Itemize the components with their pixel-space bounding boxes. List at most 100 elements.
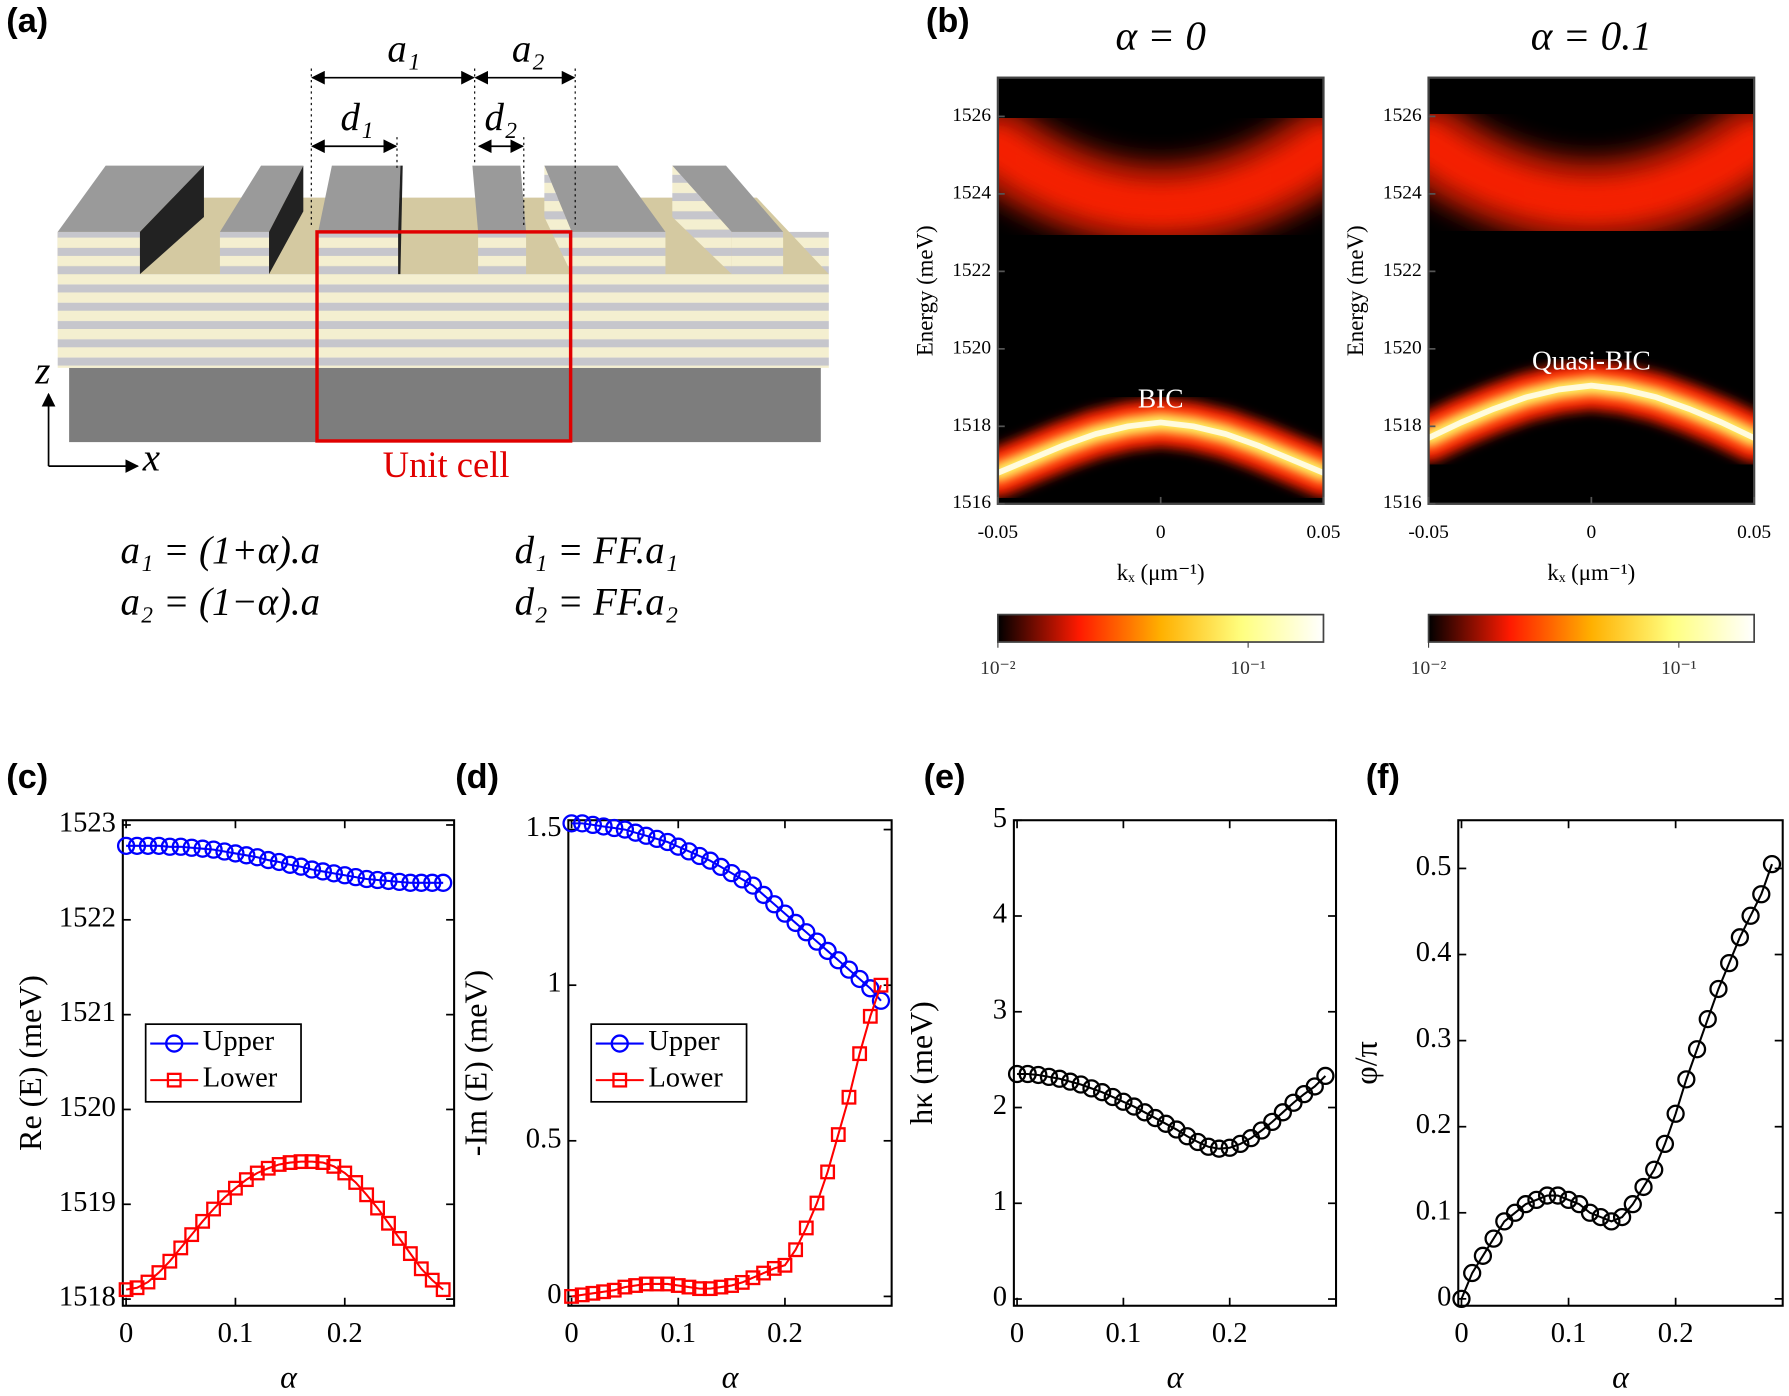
panel-label: (e) — [924, 758, 966, 796]
marker — [788, 1242, 804, 1258]
marker — [1741, 906, 1760, 925]
marker — [335, 866, 354, 885]
y-tick-label: 1526 — [952, 105, 991, 126]
marker — [1231, 1134, 1250, 1154]
marker — [862, 1008, 878, 1024]
marker — [1687, 1040, 1707, 1059]
band-core — [1428, 382, 1755, 441]
marker — [424, 1272, 440, 1288]
marker — [702, 1281, 718, 1297]
y-tick-label: 1516 — [1383, 492, 1422, 513]
y-tick-label: 2 — [993, 1090, 1007, 1121]
marker — [1273, 1103, 1293, 1122]
marker — [583, 815, 603, 835]
marker — [293, 1154, 309, 1170]
x-axis-label: α — [1612, 1359, 1630, 1394]
marker — [871, 991, 891, 1010]
legend-label: Lower — [648, 1063, 723, 1094]
y-tick-label: 0.4 — [1416, 937, 1452, 968]
band-core — [997, 419, 1324, 476]
y-tick-label: 0 — [1437, 1281, 1451, 1312]
marker — [660, 1276, 676, 1292]
marker — [1050, 1069, 1069, 1088]
marker — [797, 923, 816, 942]
x-tick-label: -0.05 — [978, 522, 1018, 543]
marker — [1473, 1246, 1493, 1265]
marker — [1516, 1195, 1535, 1214]
marker — [1199, 1137, 1218, 1156]
marker — [140, 1274, 156, 1290]
marker — [118, 1282, 134, 1298]
marker — [1135, 1103, 1154, 1122]
y-tick-label: 0.3 — [1416, 1023, 1452, 1054]
panel-label: (f) — [1366, 758, 1400, 796]
marker — [637, 826, 656, 845]
marker — [291, 857, 311, 876]
x-tick-label: 0.05 — [1737, 522, 1771, 543]
marker — [370, 1200, 385, 1216]
marker — [850, 969, 869, 989]
marker — [873, 977, 889, 993]
marker — [171, 837, 190, 856]
x-tick-label: 0.05 — [1306, 522, 1340, 543]
marker — [626, 823, 645, 842]
marker — [184, 1227, 200, 1243]
marker — [1527, 1190, 1546, 1210]
y-tick-label: 1516 — [952, 492, 991, 513]
x-axis-label: α — [722, 1359, 740, 1394]
marker — [1602, 1212, 1621, 1231]
series-line — [1460, 863, 1773, 1300]
band — [1428, 127, 1755, 218]
marker — [1178, 1127, 1197, 1146]
marker — [765, 895, 784, 914]
y-tick-label: 1.5 — [526, 812, 562, 843]
colorbar-tick-label: 10⁻² — [1411, 658, 1447, 679]
marker — [1146, 1108, 1165, 1128]
marker — [313, 862, 333, 881]
marker — [775, 904, 795, 923]
legend-label: Upper — [203, 1026, 275, 1057]
equation: d₁ = FF.a₁ — [515, 529, 679, 572]
marker — [1316, 1066, 1335, 1086]
marker — [1634, 1177, 1653, 1197]
marker — [1452, 1289, 1471, 1309]
marker — [1018, 1064, 1037, 1084]
marker — [1752, 885, 1771, 904]
x-tick-label: 0 — [564, 1318, 578, 1349]
marker — [315, 1155, 331, 1170]
y-axis-label: Energy (meV) — [912, 225, 937, 356]
equation: d₂ = FF.a₂ — [515, 580, 679, 623]
marker — [237, 846, 256, 865]
dim-label: d₂ — [484, 96, 517, 139]
y-axis-label: Re (E) (meV) — [13, 975, 48, 1151]
marker — [756, 1265, 772, 1281]
y-tick-label: 1518 — [59, 1282, 116, 1313]
y-tick-label: 5 — [993, 803, 1007, 834]
marker — [259, 850, 278, 870]
x-axis-label: kₓ (μm⁻¹) — [1547, 560, 1635, 585]
x-tick-label: 0 — [119, 1318, 133, 1349]
panel-label: (a) — [6, 2, 48, 40]
marker — [596, 1284, 611, 1300]
marker — [1263, 1112, 1282, 1132]
marker — [615, 820, 635, 839]
marker — [690, 846, 709, 866]
y-tick-label: 1 — [547, 968, 561, 999]
y-tick-label: 0.5 — [1416, 851, 1452, 882]
marker — [669, 837, 688, 856]
band — [997, 131, 1324, 222]
marker — [127, 836, 147, 855]
y-tick-label: 1524 — [952, 182, 991, 203]
y-tick-label: 1523 — [59, 808, 116, 839]
y-tick-label: 1521 — [59, 997, 116, 1028]
marker — [638, 1276, 654, 1292]
marker — [1666, 1104, 1685, 1123]
unit-cell-label: Unit cell — [383, 444, 510, 485]
marker — [434, 873, 453, 892]
x-tick-label: 0 — [1156, 522, 1166, 543]
colorbar — [997, 613, 1325, 643]
marker — [1071, 1075, 1091, 1094]
marker — [228, 1180, 243, 1196]
marker — [1645, 1160, 1664, 1179]
bands — [997, 107, 1324, 497]
